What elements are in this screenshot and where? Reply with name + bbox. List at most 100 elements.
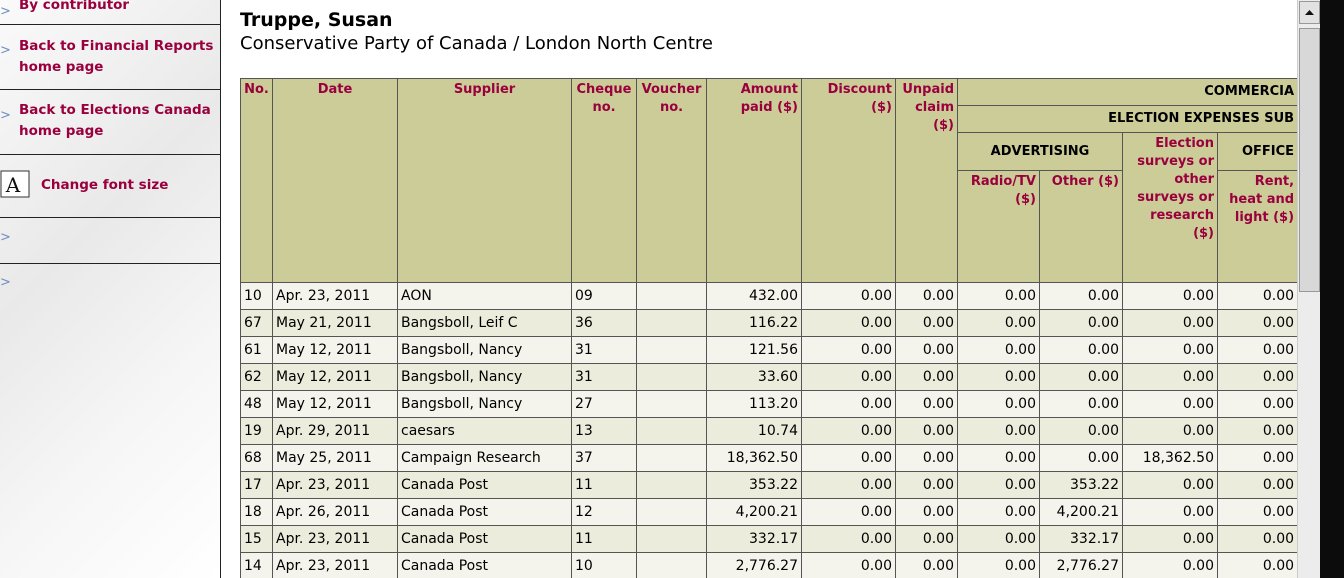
table-cell: 0.00	[1122, 282, 1218, 310]
table-cell: 0.00	[1039, 363, 1123, 391]
table-cell: 0.00	[895, 498, 958, 526]
scrollbar-thumb[interactable]	[1299, 28, 1320, 292]
col-header: Discount ($)	[801, 78, 896, 283]
table-cell: Apr. 23, 2011	[272, 552, 398, 578]
table-cell: May 25, 2011	[272, 444, 398, 472]
icon-letter: A	[5, 173, 21, 197]
table-cell: 0.00	[801, 363, 896, 391]
table-cell: Canada Post	[397, 552, 572, 578]
table-cell: 0.00	[957, 417, 1040, 445]
table-cell: 0.00	[957, 525, 1040, 553]
table-cell: 0.00	[801, 417, 896, 445]
table-cell: 33.60	[706, 363, 802, 391]
table-cell: 18,362.50	[706, 444, 802, 472]
col-header: Election surveys or other surveys or res…	[1122, 132, 1218, 283]
table-cell: 0.00	[801, 282, 896, 310]
background-window	[1320, 0, 1344, 578]
table-cell: 0.00	[1216, 552, 1297, 578]
table-cell: 0.00	[957, 498, 1040, 526]
table-cell	[636, 552, 707, 578]
table-cell: 0.00	[1122, 525, 1218, 553]
table-cell: 0.00	[801, 525, 896, 553]
table-cell	[636, 417, 707, 445]
nav-link[interactable]: By contributor	[19, 0, 130, 13]
table-cell: Bangsboll, Nancy	[397, 336, 572, 364]
table-cell: Canada Post	[397, 471, 572, 499]
nav-item: > Back to Elections Canada home page	[0, 90, 220, 155]
chevron: >	[0, 230, 11, 245]
table-cell: 0.00	[1039, 390, 1123, 418]
table-cell: 37	[571, 444, 637, 472]
table-cell: 0.00	[895, 552, 958, 578]
table-cell: 62	[240, 363, 273, 391]
table-cell: 0.00	[895, 309, 958, 337]
table-cell: 0.00	[895, 363, 958, 391]
table-cell: 0.00	[1122, 336, 1218, 364]
table-cell: 2,776.27	[706, 552, 802, 578]
table-cell: 09	[571, 282, 637, 310]
table-cell: 67	[240, 309, 273, 337]
table-cell: 17	[240, 471, 273, 499]
table-row: 18 Apr. 26, 2011 Canada Post 12 4,200.21 0.00…	[240, 498, 1297, 526]
table-row: 67 May 21, 2011 Bangsboll, Leif C 36 116.22 0…	[240, 309, 1297, 337]
icon-box	[0, 170, 30, 198]
nav-item: A Change font size	[0, 155, 220, 218]
table-cell: 0.00	[1216, 282, 1297, 310]
table-row: 48 May 12, 2011 Bangsboll, Nancy 27 113.20 0.…	[240, 390, 1297, 418]
table-cell: 0.00	[1216, 336, 1297, 364]
table-cell: 15	[240, 525, 273, 553]
col-header: Radio/TV ($)	[957, 170, 1040, 283]
chevron: >	[0, 275, 11, 290]
table-cell: 0.00	[801, 390, 896, 418]
table-cell: 19	[240, 417, 273, 445]
table-cell: 0.00	[1122, 471, 1218, 499]
nav-link[interactable]: Back to Financial Reports home page	[19, 38, 214, 75]
table-cell: 0.00	[957, 471, 1040, 499]
nav-link[interactable]: Back to Elections Canada home page	[19, 102, 211, 139]
table-cell: 18,362.50	[1122, 444, 1218, 472]
table-cell	[636, 336, 707, 364]
table-cell: 12	[571, 498, 637, 526]
arrow-icon	[1305, 10, 1314, 15]
table-row: 15 Apr. 23, 2011 Canada Post 11 332.17 0.00 0.…	[240, 525, 1297, 553]
col-header: Voucher no.	[636, 78, 707, 283]
table-cell: 0.00	[957, 336, 1040, 364]
group-header: COMMERCIA	[956, 78, 1297, 106]
table-row: 62 May 12, 2011 Bangsboll, Nancy 31 33.60 0.0…	[240, 363, 1297, 391]
table-cell: 36	[571, 309, 637, 337]
table-cell: 0.00	[1122, 417, 1218, 445]
table-cell	[636, 471, 707, 499]
table-cell: 11	[571, 525, 637, 553]
col-header: Date	[272, 78, 398, 283]
table-cell: 0.00	[1122, 498, 1218, 526]
table-cell: 0.00	[957, 282, 1040, 310]
table-cell: AON	[397, 282, 572, 310]
table-cell: Canada Post	[397, 525, 572, 553]
table-cell: 0.00	[1039, 444, 1123, 472]
table-cell: 27	[571, 390, 637, 418]
table-cell: 0.00	[895, 471, 958, 499]
table-cell: 0.00	[1216, 525, 1297, 553]
table-cell: 0.00	[1216, 363, 1297, 391]
expenses-table: No. Date Supplier Cheque no. Voucher no.…	[240, 78, 1297, 578]
table-cell: 0.00	[957, 363, 1040, 391]
table-body: 10 Apr. 23, 2011 AON 09 432.00 0.00 0.00 0.00 0.…	[240, 282, 1297, 578]
table-cell: 113.20	[706, 390, 802, 418]
table-cell: 13	[571, 417, 637, 445]
table-cell: 68	[240, 444, 273, 472]
chevron: >	[0, 108, 11, 123]
table-cell: 0.00	[1216, 444, 1297, 472]
col-header: Cheque no.	[571, 78, 637, 283]
table-cell: caesars	[397, 417, 572, 445]
nav-item: > By contributor	[0, 0, 220, 25]
table-cell: 0.00	[895, 417, 958, 445]
nav-link[interactable]: Change font size	[41, 177, 169, 193]
table-row: 19 Apr. 29, 2011 caesars 13 10.74 0.00 0.00 0.0…	[240, 417, 1297, 445]
scroll-up-button[interactable]	[1299, 1, 1320, 24]
table-cell	[636, 525, 707, 553]
table-cell: 0.00	[1039, 417, 1123, 445]
table-cell: 0.00	[895, 444, 958, 472]
contributor-name: Truppe, Susan	[240, 9, 393, 31]
table-cell: 10	[240, 282, 273, 310]
table-cell: 0.00	[1039, 336, 1123, 364]
